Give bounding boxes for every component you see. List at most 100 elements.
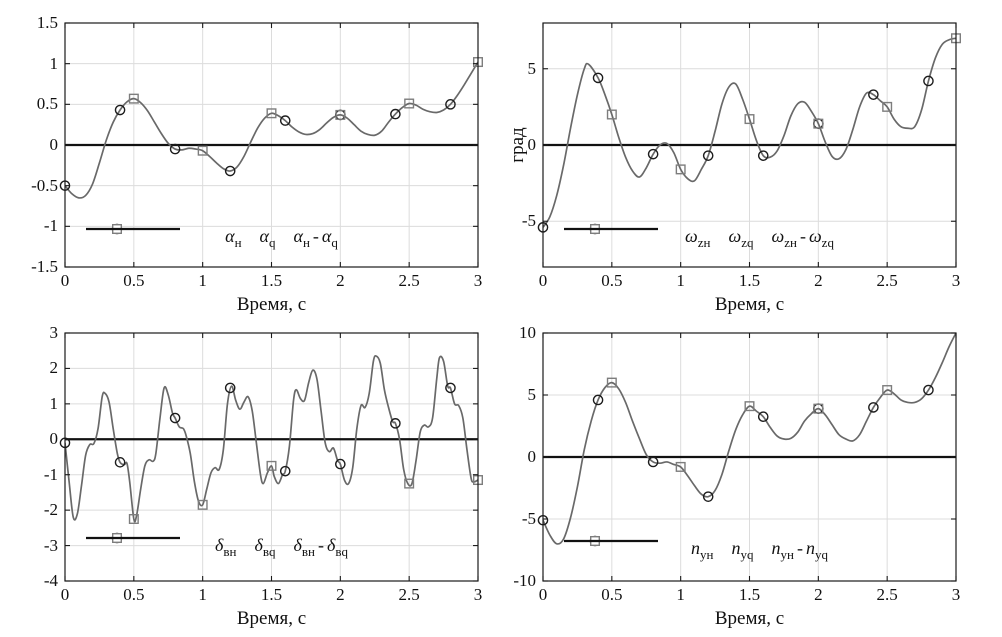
y-tick-label: 1 xyxy=(49,393,59,413)
marker-circle-omega-z xyxy=(647,148,659,160)
marker-square-n-y xyxy=(882,385,893,396)
y-tick-label: -1 xyxy=(43,216,58,236)
x-tick-label: 1.5 xyxy=(260,271,283,290)
marker-circle-alpha xyxy=(445,99,456,110)
legend-label: δвq xyxy=(254,534,276,559)
marker-circle-delta-v xyxy=(114,457,126,468)
y-tick-label: 5 xyxy=(527,385,537,404)
legend-sample-line xyxy=(564,227,658,231)
legend-label: nун xyxy=(691,537,714,562)
x-tick-label: 1.5 xyxy=(738,585,761,604)
y-tick-label: 2 xyxy=(49,358,59,378)
x-tick-label: 0.5 xyxy=(601,271,623,290)
y-tick-label: 0 xyxy=(49,429,59,449)
marker-square-alpha xyxy=(335,109,346,120)
y-tick-label: 1.5 xyxy=(36,13,58,32)
marker-square-omega-z xyxy=(675,164,686,175)
subplot-n-y: 0 0.5 1 1.5 2 2.5 3 -10 -5 0 5 10 Время, с nун nуq nун -… xyxy=(501,318,1002,637)
legend-separator: - xyxy=(796,537,803,558)
legend-separator: - xyxy=(312,225,319,246)
legend-label: ωzн xyxy=(685,225,711,250)
marker-circle-omega-z xyxy=(757,150,769,161)
curve-delta-v xyxy=(65,355,478,523)
marker-circle-n-y xyxy=(592,394,604,406)
y-tick-label: 0 xyxy=(527,447,537,466)
y-tick-label: -1.5 xyxy=(31,257,58,276)
legend-sample-line xyxy=(564,539,658,543)
legend-entry: nун - nуq xyxy=(564,537,828,561)
plot-area-omega-z xyxy=(537,22,962,268)
marker-square-alpha xyxy=(404,98,415,109)
x-tick-label: 3 xyxy=(951,585,961,604)
y-tick-label: -1 xyxy=(43,464,58,484)
marker-circle-omega-z xyxy=(702,150,714,161)
marker-circle-delta-v xyxy=(169,412,181,424)
legend-entry: δвq xyxy=(86,533,276,559)
y-tick-label: -10 xyxy=(513,571,536,590)
x-axis-label-n-y: Время, с xyxy=(714,608,785,629)
curve-alpha xyxy=(65,61,478,199)
curve-n-y xyxy=(543,333,956,545)
x-tick-label: 1.5 xyxy=(260,585,283,604)
x-tick-label: 2.5 xyxy=(876,271,898,290)
x-tick-label: 1 xyxy=(198,271,207,290)
legend-label: nуq xyxy=(731,537,754,562)
marker-square-alpha xyxy=(266,108,277,119)
legend-separator: - xyxy=(317,534,324,555)
legend-sample-line xyxy=(86,227,180,231)
marker-circle-delta-v xyxy=(390,418,401,429)
legend-entry: δвн xyxy=(86,532,236,558)
x-tick-label: 2 xyxy=(814,271,823,290)
x-tick-label: 2 xyxy=(336,271,345,290)
legend-delta-v: δвн δвq δвн - δвq xyxy=(85,531,478,559)
plot-area-n-y xyxy=(537,332,957,582)
marker-circle-alpha xyxy=(114,104,126,116)
subplot-omega-z: 0 0.5 1 1.5 2 2.5 3 -5 0 5 Время, с град ωzн ωzq ωzн - ω… xyxy=(501,0,1002,318)
marker-square-n-y xyxy=(744,401,755,412)
x-tick-label: 2 xyxy=(814,585,823,604)
marker-square-alpha xyxy=(128,93,139,104)
legend-entry: αн xyxy=(86,223,242,249)
marker-square-omega-z xyxy=(606,109,617,120)
y-tick-label: 1 xyxy=(49,53,59,73)
marker-square-n-y xyxy=(675,461,686,472)
marker-square-omega-z xyxy=(813,118,824,129)
legend-entry: ωzн - ωzq xyxy=(564,225,834,250)
marker-circle-delta-v xyxy=(224,382,236,394)
y-tick-label: -3 xyxy=(43,535,58,555)
marker-square-delta-v xyxy=(266,460,277,471)
x-axis-label-omega-z: Время, с xyxy=(714,294,785,315)
y-tick-label: 3 xyxy=(49,323,59,342)
legend-entry: αн - αq xyxy=(86,225,338,249)
marker-square-delta-v xyxy=(404,478,415,489)
legend-label: αq xyxy=(259,225,276,250)
legend-entry: ωzн xyxy=(564,223,711,250)
marker-circle-delta-v xyxy=(445,382,456,394)
subplot-delta-v: 0 0.5 1 1.5 2 2.5 3 -4 -3 -2 -1 0 1 2 3 Время, с δвн δвq δ… xyxy=(0,318,501,637)
legend-separator: - xyxy=(799,225,806,246)
marker-circle-omega-z xyxy=(923,75,934,87)
marker-circle-n-y xyxy=(647,456,659,468)
x-tick-label: 1 xyxy=(198,585,207,604)
plot-area-delta-v xyxy=(59,332,484,582)
y-tick-label: -0.5 xyxy=(31,175,58,195)
legend-label: ωzq xyxy=(728,225,754,250)
x-tick-label: 0 xyxy=(60,271,70,290)
marker-circle-delta-v xyxy=(279,465,291,477)
x-tick-label: 3 xyxy=(473,585,483,604)
x-tick-label: 3 xyxy=(473,271,483,290)
marker-square-delta-v xyxy=(197,499,208,510)
x-tick-label: 0 xyxy=(60,585,70,604)
legend-omega-z: ωzн ωzq ωzн - ωzq xyxy=(563,222,956,250)
y-tick-label: -5 xyxy=(521,211,536,231)
legend-sample-line xyxy=(86,536,180,540)
y-tick-label: -2 xyxy=(43,500,58,520)
legend-entry: ωzq xyxy=(564,224,754,250)
y-tick-label: 10 xyxy=(519,323,536,342)
legend-label: ωzн - ωzq xyxy=(771,225,834,250)
plot-area-alpha xyxy=(59,22,484,268)
marker-circle-n-y xyxy=(702,491,714,502)
marker-circle-alpha xyxy=(224,165,236,177)
x-tick-label: 0.5 xyxy=(601,585,623,604)
curve-omega-z xyxy=(543,37,956,228)
